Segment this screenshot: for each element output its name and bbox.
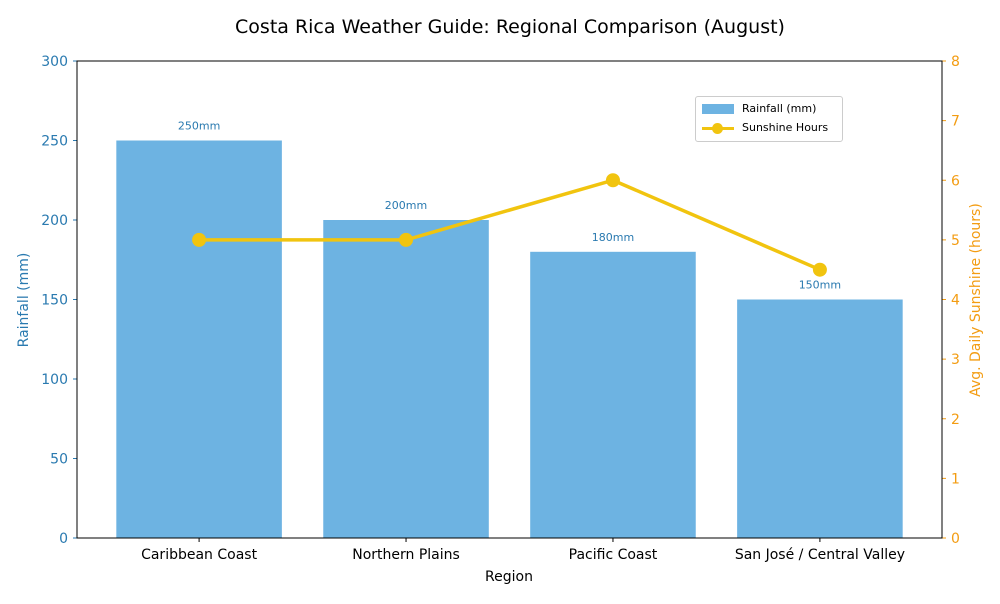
y-tick-label: 150 bbox=[41, 293, 68, 309]
y2-tick-label: 6 bbox=[951, 173, 960, 189]
y2-tick-label: 1 bbox=[951, 471, 960, 487]
y2-tick-label: 4 bbox=[951, 293, 960, 309]
y2-tick-label: 7 bbox=[951, 114, 960, 130]
y-tick-label: 250 bbox=[41, 134, 68, 150]
chart-title: Costa Rica Weather Guide: Regional Compa… bbox=[235, 16, 785, 38]
sunshine-point bbox=[192, 232, 207, 247]
legend-label: Sunshine Hours bbox=[742, 121, 829, 134]
x-axis-label: Region bbox=[485, 569, 533, 585]
y2-axis-label: Avg. Daily Sunshine (hours) bbox=[968, 203, 984, 397]
bar bbox=[323, 220, 489, 538]
legend: Rainfall (mm) Sunshine Hours bbox=[695, 96, 843, 142]
y2-tick-label: 5 bbox=[951, 233, 960, 249]
bar bbox=[116, 140, 282, 538]
legend-swatch-bar bbox=[702, 103, 734, 114]
x-tick-label: San José / Central Valley bbox=[735, 547, 905, 563]
y2-tick-label: 2 bbox=[951, 412, 960, 428]
y-tick-label: 100 bbox=[41, 372, 68, 388]
bar bbox=[737, 299, 903, 538]
x-tick-label: Northern Plains bbox=[352, 547, 460, 563]
sunshine-point bbox=[605, 173, 620, 188]
plot-frame bbox=[76, 60, 943, 539]
x-tick-label: Caribbean Coast bbox=[141, 547, 258, 563]
sunshine-point bbox=[812, 262, 827, 277]
bar-data-label: 250mm bbox=[178, 120, 220, 133]
y-tick-label: 300 bbox=[41, 54, 68, 70]
legend-swatch-line bbox=[702, 122, 734, 134]
y-tick-label: 200 bbox=[41, 213, 68, 229]
y-tick-label: 0 bbox=[59, 531, 68, 547]
y-tick-label: 50 bbox=[50, 452, 68, 468]
bar bbox=[530, 251, 696, 539]
bar-data-label: 180mm bbox=[592, 231, 634, 244]
y2-tick-label: 8 bbox=[951, 54, 960, 70]
y2-tick-label: 0 bbox=[951, 531, 960, 547]
legend-item-rainfall: Rainfall (mm) bbox=[702, 102, 816, 115]
bar-data-label: 200mm bbox=[385, 199, 427, 212]
bar-data-label: 150mm bbox=[799, 279, 841, 292]
legend-label: Rainfall (mm) bbox=[742, 102, 817, 115]
sunshine-line bbox=[199, 178, 821, 272]
legend-item-sunshine: Sunshine Hours bbox=[702, 121, 828, 134]
y-axis-label: Rainfall (mm) bbox=[16, 253, 32, 348]
sunshine-point bbox=[399, 232, 414, 247]
y2-tick-label: 3 bbox=[951, 352, 960, 368]
x-tick-label: Pacific Coast bbox=[569, 547, 658, 563]
